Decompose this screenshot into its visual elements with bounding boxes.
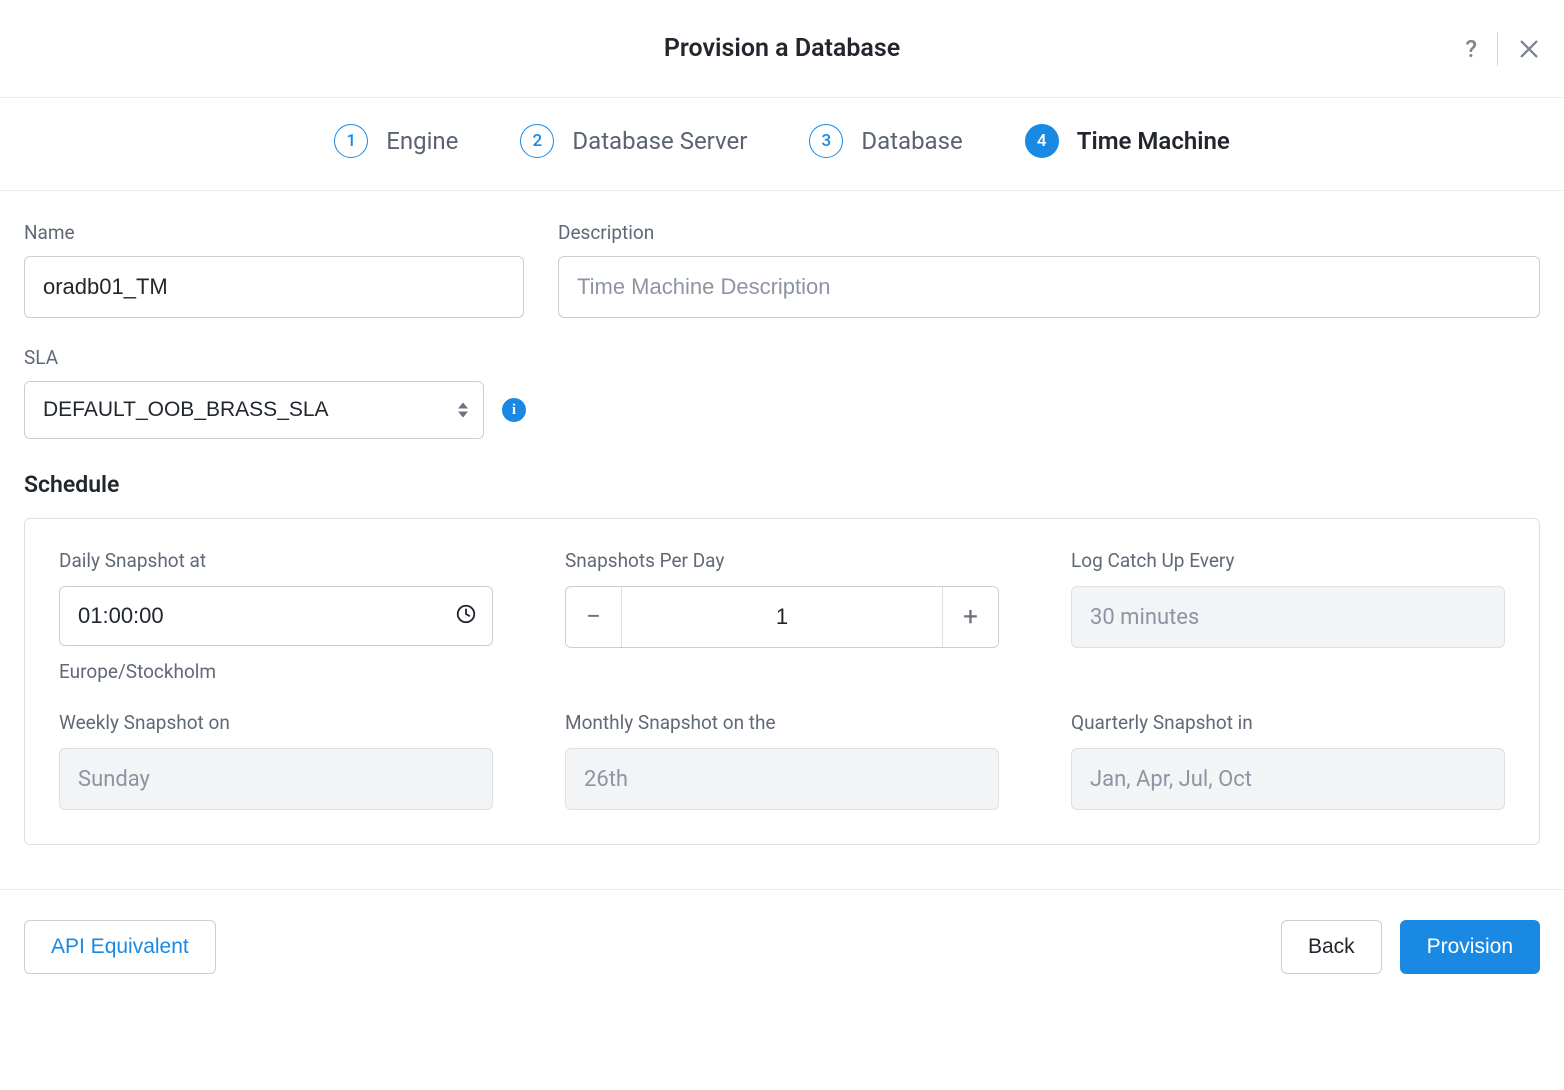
header-divider bbox=[1497, 32, 1498, 66]
log-catch-up-label: Log Catch Up Every bbox=[1071, 549, 1505, 572]
modal-footer: API Equivalent Back Provision bbox=[0, 889, 1564, 1004]
stepper-increment-button[interactable]: + bbox=[942, 587, 998, 647]
weekly-snapshot-label: Weekly Snapshot on bbox=[59, 711, 493, 734]
wizard-stepper: 1 Engine 2 Database Server 3 Database 4 … bbox=[0, 98, 1564, 191]
header-actions: ? bbox=[1465, 32, 1540, 66]
step-number: 3 bbox=[809, 124, 843, 158]
step-label: Database bbox=[861, 127, 962, 155]
weekly-snapshot-value: Sunday bbox=[59, 748, 493, 810]
description-label: Description bbox=[558, 221, 1540, 244]
sla-select[interactable]: DEFAULT_OOB_BRASS_SLA bbox=[24, 381, 484, 439]
name-input[interactable] bbox=[24, 256, 524, 318]
field-snapshots-per-day: Snapshots Per Day − + bbox=[565, 549, 999, 683]
field-daily-snapshot: Daily Snapshot at Europe/Stockholm bbox=[59, 549, 493, 683]
step-number: 4 bbox=[1025, 124, 1059, 158]
description-input[interactable] bbox=[558, 256, 1540, 318]
provision-database-modal: Provision a Database ? 1 Engine 2 Databa… bbox=[0, 0, 1564, 1004]
field-sla: SLA DEFAULT_OOB_BRASS_SLA i bbox=[24, 346, 1540, 439]
provision-button[interactable]: Provision bbox=[1400, 920, 1540, 974]
close-icon[interactable] bbox=[1518, 38, 1540, 60]
schedule-panel: Daily Snapshot at Europe/Stockholm S bbox=[24, 518, 1540, 845]
sla-info-icon[interactable]: i bbox=[502, 398, 526, 422]
form-body: Name Description SLA DEFAULT_OOB_BRASS_S… bbox=[0, 191, 1564, 845]
step-time-machine[interactable]: 4 Time Machine bbox=[1025, 124, 1230, 158]
api-equivalent-button[interactable]: API Equivalent bbox=[24, 920, 216, 974]
step-label: Database Server bbox=[572, 127, 747, 155]
help-icon[interactable]: ? bbox=[1465, 35, 1477, 63]
snapshots-per-day-stepper: − + bbox=[565, 586, 999, 648]
step-database-server[interactable]: 2 Database Server bbox=[520, 124, 747, 158]
timezone-text: Europe/Stockholm bbox=[59, 660, 493, 683]
daily-snapshot-time-input[interactable] bbox=[59, 586, 493, 646]
field-description: Description bbox=[558, 221, 1540, 318]
modal-header: Provision a Database ? bbox=[0, 0, 1564, 98]
field-log-catch-up: Log Catch Up Every 30 minutes bbox=[1071, 549, 1505, 683]
monthly-snapshot-value: 26th bbox=[565, 748, 999, 810]
log-catch-up-value: 30 minutes bbox=[1071, 586, 1505, 648]
step-label: Time Machine bbox=[1077, 127, 1230, 155]
quarterly-snapshot-value: Jan, Apr, Jul, Oct bbox=[1071, 748, 1505, 810]
quarterly-snapshot-label: Quarterly Snapshot in bbox=[1071, 711, 1505, 734]
schedule-heading: Schedule bbox=[24, 471, 1540, 498]
field-quarterly-snapshot: Quarterly Snapshot in Jan, Apr, Jul, Oct bbox=[1071, 711, 1505, 810]
step-engine[interactable]: 1 Engine bbox=[334, 124, 458, 158]
step-database[interactable]: 3 Database bbox=[809, 124, 962, 158]
step-number: 2 bbox=[520, 124, 554, 158]
step-label: Engine bbox=[386, 127, 458, 155]
snapshots-per-day-value[interactable] bbox=[622, 587, 942, 647]
daily-snapshot-label: Daily Snapshot at bbox=[59, 549, 493, 572]
field-weekly-snapshot: Weekly Snapshot on Sunday bbox=[59, 711, 493, 810]
modal-title: Provision a Database bbox=[664, 34, 900, 63]
monthly-snapshot-label: Monthly Snapshot on the bbox=[565, 711, 999, 734]
name-label: Name bbox=[24, 221, 524, 244]
snapshots-per-day-label: Snapshots Per Day bbox=[565, 549, 999, 572]
back-button[interactable]: Back bbox=[1281, 920, 1382, 974]
step-number: 1 bbox=[334, 124, 368, 158]
stepper-decrement-button[interactable]: − bbox=[566, 587, 622, 647]
sla-label: SLA bbox=[24, 346, 1540, 369]
field-name: Name bbox=[24, 221, 524, 318]
field-monthly-snapshot: Monthly Snapshot on the 26th bbox=[565, 711, 999, 810]
